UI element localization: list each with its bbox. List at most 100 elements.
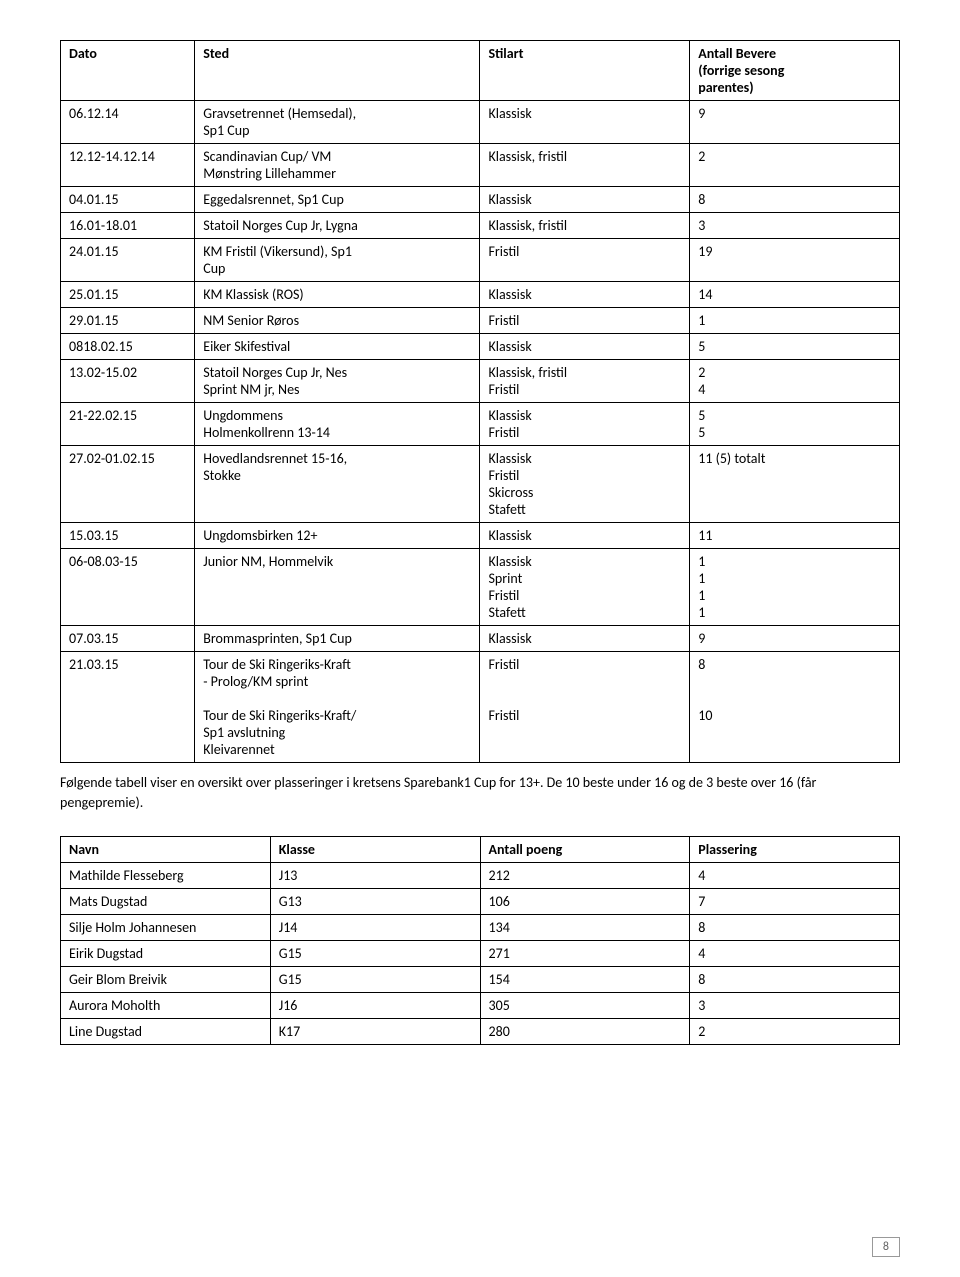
table-cell: Eiker Skifestival — [195, 334, 480, 360]
table-cell: Scandinavian Cup/ VM Mønstring Lillehamm… — [195, 144, 480, 187]
table-cell: Statoil Norges Cup Jr, Lygna — [195, 213, 480, 239]
table-cell: Klassisk — [480, 282, 690, 308]
table-cell: Geir Blom Breivik — [61, 967, 271, 993]
table-cell: 2 4 — [690, 360, 900, 403]
table-cell: 2 — [690, 144, 900, 187]
table-row: Line DugstadK172802 — [61, 1019, 900, 1045]
table-cell: Line Dugstad — [61, 1019, 271, 1045]
col-antall: Antall Bevere (forrige sesong parentes) — [690, 41, 900, 101]
table-cell: 8 — [690, 915, 900, 941]
table-cell: J13 — [270, 863, 480, 889]
placements-header-row: Navn Klasse Antall poeng Plassering — [61, 837, 900, 863]
table-cell: 3 — [690, 213, 900, 239]
table-cell: 0818.02.15 — [61, 334, 195, 360]
table-row: 27.02-01.02.15Hovedlandsrennet 15-16, St… — [61, 446, 900, 523]
table-cell: KM Klassisk (ROS) — [195, 282, 480, 308]
table-cell: Klassisk, fristil — [480, 144, 690, 187]
table-cell: 13.02-15.02 — [61, 360, 195, 403]
table-cell: 2 — [690, 1019, 900, 1045]
table-cell: G15 — [270, 967, 480, 993]
table-row: Mats DugstadG131067 — [61, 889, 900, 915]
page-number: 8 — [872, 1237, 900, 1257]
table-cell: Hovedlandsrennet 15-16, Stokke — [195, 446, 480, 523]
table-cell: Aurora Moholth — [61, 993, 271, 1019]
table-row: 25.01.15KM Klassisk (ROS)Klassisk14 — [61, 282, 900, 308]
table-cell: 11 (5) totalt — [690, 446, 900, 523]
col-stilart: Stilart — [480, 41, 690, 101]
table-cell: K17 — [270, 1019, 480, 1045]
table-row: 21-22.02.15Ungdommens Holmenkollrenn 13-… — [61, 403, 900, 446]
table-cell: 9 — [690, 101, 900, 144]
table-cell: 280 — [480, 1019, 690, 1045]
table-row: Aurora MoholthJ163053 — [61, 993, 900, 1019]
col-poeng: Antall poeng — [480, 837, 690, 863]
table-row: 16.01-18.01Statoil Norges Cup Jr, LygnaK… — [61, 213, 900, 239]
table-row: 29.01.15NM Senior RørosFristil1 — [61, 308, 900, 334]
table-cell: 305 — [480, 993, 690, 1019]
table-row: Eirik DugstadG152714 — [61, 941, 900, 967]
table-cell: Brommasprinten, Sp1 Cup — [195, 626, 480, 652]
table-cell: 271 — [480, 941, 690, 967]
table-cell: Tour de Ski Ringeriks-Kraft - Prolog/KM … — [195, 652, 480, 763]
table-row: 13.02-15.02Statoil Norges Cup Jr, Nes Sp… — [61, 360, 900, 403]
table-cell: Silje Holm Johannesen — [61, 915, 271, 941]
table-row: Geir Blom BreivikG151548 — [61, 967, 900, 993]
table-cell: Klassisk — [480, 334, 690, 360]
table-cell: Ungdomsbirken 12+ — [195, 523, 480, 549]
table-cell: Klassisk Fristil Skicross Stafett — [480, 446, 690, 523]
table-row: Silje Holm JohannesenJ141348 — [61, 915, 900, 941]
table-cell: 11 — [690, 523, 900, 549]
table-cell: Fristil — [480, 308, 690, 334]
table-cell: 14 — [690, 282, 900, 308]
table-cell: 07.03.15 — [61, 626, 195, 652]
col-navn: Navn — [61, 837, 271, 863]
table-cell: 21.03.15 — [61, 652, 195, 763]
table-cell: 27.02-01.02.15 — [61, 446, 195, 523]
table-cell: Klassisk Fristil — [480, 403, 690, 446]
table-row: 06.12.14Gravsetrennet (Hemsedal), Sp1 Cu… — [61, 101, 900, 144]
table-cell: 8 10 — [690, 652, 900, 763]
table-cell: 212 — [480, 863, 690, 889]
table-row: 0818.02.15Eiker SkifestivalKlassisk5 — [61, 334, 900, 360]
table-row: 21.03.15Tour de Ski Ringeriks-Kraft - Pr… — [61, 652, 900, 763]
table-cell: Eirik Dugstad — [61, 941, 271, 967]
table-cell: 154 — [480, 967, 690, 993]
table-row: 15.03.15Ungdomsbirken 12+Klassisk11 — [61, 523, 900, 549]
note-paragraph: Følgende tabell viser en oversikt over p… — [60, 773, 900, 812]
table-cell: 24.01.15 — [61, 239, 195, 282]
events-header-row: Dato Sted Stilart Antall Bevere (forrige… — [61, 41, 900, 101]
table-cell: 15.03.15 — [61, 523, 195, 549]
table-row: 12.12-14.12.14Scandinavian Cup/ VM Mønst… — [61, 144, 900, 187]
col-klasse: Klasse — [270, 837, 480, 863]
table-cell: Klassisk — [480, 187, 690, 213]
table-cell: J14 — [270, 915, 480, 941]
col-plassering: Plassering — [690, 837, 900, 863]
table-cell: Mathilde Flesseberg — [61, 863, 271, 889]
table-row: 04.01.15Eggedalsrennet, Sp1 CupKlassisk8 — [61, 187, 900, 213]
table-cell: Gravsetrennet (Hemsedal), Sp1 Cup — [195, 101, 480, 144]
table-row: 24.01.15KM Fristil (Vikersund), Sp1 CupF… — [61, 239, 900, 282]
table-cell: 5 5 — [690, 403, 900, 446]
table-cell: Ungdommens Holmenkollrenn 13-14 — [195, 403, 480, 446]
table-cell: Statoil Norges Cup Jr, Nes Sprint NM jr,… — [195, 360, 480, 403]
table-cell: 1 — [690, 308, 900, 334]
table-cell: 134 — [480, 915, 690, 941]
events-table: Dato Sted Stilart Antall Bevere (forrige… — [60, 40, 900, 763]
table-cell: Fristil Fristil — [480, 652, 690, 763]
table-cell: Mats Dugstad — [61, 889, 271, 915]
table-cell: 06.12.14 — [61, 101, 195, 144]
table-cell: Fristil — [480, 239, 690, 282]
table-cell: Klassisk — [480, 101, 690, 144]
table-cell: 1 1 1 1 — [690, 549, 900, 626]
table-cell: 19 — [690, 239, 900, 282]
table-cell: 21-22.02.15 — [61, 403, 195, 446]
table-cell: Klassisk — [480, 523, 690, 549]
table-row: 06-08.03-15Junior NM, HommelvikKlassisk … — [61, 549, 900, 626]
table-row: Mathilde FlessebergJ132124 — [61, 863, 900, 889]
table-cell: J16 — [270, 993, 480, 1019]
table-cell: Junior NM, Hommelvik — [195, 549, 480, 626]
table-cell: 12.12-14.12.14 — [61, 144, 195, 187]
table-cell: Klassisk, fristil Fristil — [480, 360, 690, 403]
table-row: 07.03.15Brommasprinten, Sp1 CupKlassisk9 — [61, 626, 900, 652]
table-cell: 8 — [690, 967, 900, 993]
